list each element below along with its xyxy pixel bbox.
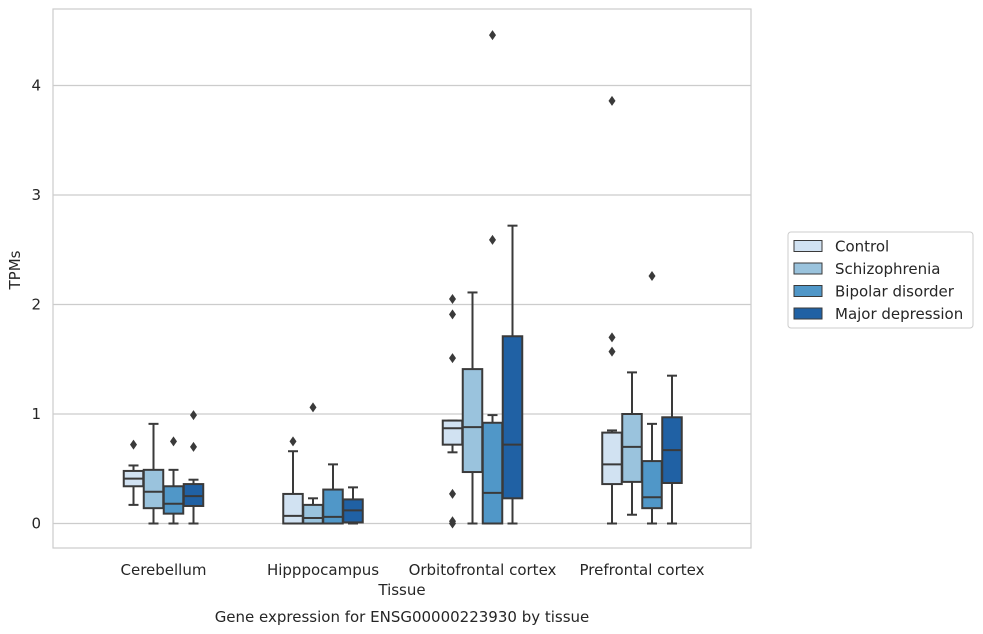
box-bipolar-disorder — [322, 463, 344, 525]
box-major-depression — [342, 486, 364, 525]
outlier-point — [449, 309, 456, 320]
outlier-point — [608, 95, 616, 106]
outlier-point — [170, 436, 177, 447]
box-schizophrenia — [142, 422, 165, 525]
box-iqr — [501, 335, 524, 500]
box-iqr — [441, 419, 464, 446]
legend-swatch — [793, 262, 823, 275]
y-axis-label: TPMs — [6, 250, 24, 290]
plot-frame — [52, 8, 752, 549]
outlier-point — [449, 294, 456, 305]
box-iqr — [142, 468, 165, 510]
outlier-point — [489, 234, 496, 245]
outlier-point — [608, 346, 616, 357]
x-tick-labels: Cerebellum Hipppocampus Orbitofrontal cort… — [121, 561, 705, 579]
box-iqr — [322, 488, 344, 525]
outlier-point — [648, 271, 656, 282]
box-major-depression — [501, 224, 524, 525]
box-iqr — [461, 368, 484, 474]
outlier-point — [130, 439, 137, 450]
box-iqr — [601, 431, 623, 486]
box-control — [122, 439, 145, 506]
box-iqr — [302, 503, 324, 525]
legend-swatch — [793, 307, 823, 320]
box-major-depression — [182, 410, 205, 525]
y-tick-label: 4 — [31, 77, 41, 95]
y-tick-label: 2 — [31, 296, 41, 314]
y-tick-label: 1 — [31, 405, 41, 423]
y-tick-label: 0 — [31, 515, 41, 533]
box-plot-marks — [122, 30, 683, 529]
outlier-point — [190, 441, 197, 452]
legend: Control Schizophrenia Bipolar disorder Majo… — [787, 231, 974, 329]
box-control — [441, 294, 464, 529]
x-tick-label: Cerebellum — [121, 561, 207, 579]
outlier-point — [449, 518, 456, 529]
box-iqr — [282, 492, 304, 525]
legend-label: Control — [835, 238, 889, 256]
x-axis-label: Tissue — [377, 581, 425, 599]
x-tick-label: Prefrontal cortex — [580, 561, 705, 579]
legend-label: Major depression — [835, 305, 963, 323]
legend-label: Schizophrenia — [835, 260, 940, 278]
box-iqr — [621, 413, 643, 483]
box-iqr — [641, 460, 663, 510]
box-iqr — [481, 421, 504, 525]
box-iqr — [162, 485, 185, 515]
outlier-point — [190, 410, 197, 421]
x-tick-label: Hipppocampus — [267, 561, 379, 579]
legend-swatch — [793, 285, 823, 297]
legend-label: Bipolar disorder — [835, 283, 955, 301]
box-major-depression — [661, 374, 683, 525]
box-bipolar-disorder — [162, 436, 185, 525]
outlier-point — [289, 436, 297, 447]
chart-caption: Gene expression for ENSG00000223930 by t… — [215, 608, 590, 626]
outlier-point — [449, 488, 456, 499]
box-schizophrenia — [302, 402, 324, 525]
x-tick-label: Orbitofrontal cortex — [409, 561, 557, 579]
box-schizophrenia — [621, 371, 643, 516]
outlier-point — [489, 30, 496, 41]
outlier-point — [449, 353, 456, 364]
outlier-point — [608, 332, 616, 343]
box-bipolar-disorder — [641, 271, 663, 525]
y-tick-label: 3 — [31, 186, 41, 204]
legend-box — [787, 231, 974, 329]
box-schizophrenia — [461, 291, 484, 525]
y-tick-labels: 0 1 2 3 4 — [31, 77, 41, 533]
legend-swatch — [793, 240, 823, 252]
box-iqr — [182, 483, 205, 507]
outlier-point — [309, 402, 317, 413]
